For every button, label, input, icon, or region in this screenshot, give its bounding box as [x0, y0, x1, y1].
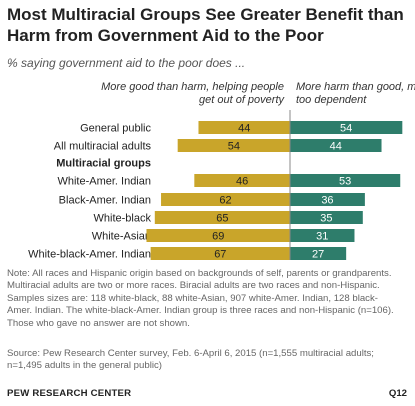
footer-brand: PEW RESEARCH CENTER	[7, 388, 132, 399]
bar-good	[154, 211, 290, 224]
chart-source: Source: Pew Research Center survey, Feb.…	[7, 348, 411, 373]
bar-good	[161, 193, 290, 206]
row-label: White-Asian	[92, 231, 151, 243]
value-label-good: 67	[214, 249, 226, 261]
value-label-harm: 31	[316, 231, 328, 243]
value-label-good: 65	[216, 213, 228, 225]
row-label: Multiracial groups	[56, 158, 151, 170]
note-line: Those who gave no answer are not shown.	[7, 317, 190, 329]
value-label-harm: 36	[321, 195, 333, 207]
note-line: Samples sizes are: 118 white-black, 88 w…	[7, 292, 378, 304]
value-label-harm: 44	[330, 141, 342, 153]
bar-good	[177, 139, 290, 152]
chart-title: Most Multiracial Groups See Greater Bene…	[7, 5, 404, 45]
bar-harm	[290, 139, 382, 152]
legend-good-text: More good than harm, helping people	[101, 81, 284, 93]
note-line: Amer. Indian. The white-black-Amer. Indi…	[7, 305, 394, 317]
chart-subtitle: % saying government aid to the poor does…	[7, 56, 246, 70]
source-line: n=1,495 adults in the general public)	[7, 360, 162, 372]
bar-harm	[290, 211, 363, 224]
bar-good	[150, 247, 290, 260]
bar-harm	[290, 121, 403, 134]
value-label-harm: 54	[340, 123, 352, 135]
value-label-good: 62	[219, 195, 231, 207]
row-label: General public	[80, 123, 151, 135]
row-label: White-Amer. Indian	[57, 176, 151, 188]
note-line: Multiracial adults are two or more races…	[7, 280, 380, 292]
legend-harm-text: More harm than good, making people	[296, 81, 415, 93]
question-code: Q12	[388, 388, 407, 399]
bar-good	[146, 229, 290, 242]
row-label: All multiracial adults	[54, 141, 152, 153]
bar-harm	[290, 174, 401, 187]
legend-good-text: get out of poverty	[199, 94, 285, 106]
bar-good	[198, 121, 290, 134]
row-label: Black-Amer. Indian	[59, 195, 151, 207]
value-label-good: 54	[228, 141, 240, 153]
bar-harm	[290, 193, 365, 206]
value-label-harm: 35	[320, 213, 332, 225]
chart-note: Note: All races and Hispanic origin base…	[7, 268, 411, 330]
value-label-good: 44	[238, 123, 250, 135]
value-label-harm: 53	[339, 176, 351, 188]
bar-harm	[290, 229, 355, 242]
value-label-harm: 27	[312, 249, 324, 261]
value-label-good: 46	[236, 176, 248, 188]
legend-harm-text: too dependent	[296, 94, 367, 106]
note-line: Note: All races and Hispanic origin base…	[7, 268, 392, 279]
value-label-good: 69	[212, 231, 224, 243]
bar-harm	[290, 247, 347, 260]
row-label: White-black-Amer. Indian	[28, 249, 151, 261]
source-line: Source: Pew Research Center survey, Feb.…	[7, 348, 374, 359]
row-label: White-black	[94, 213, 152, 225]
bar-good	[194, 174, 290, 187]
